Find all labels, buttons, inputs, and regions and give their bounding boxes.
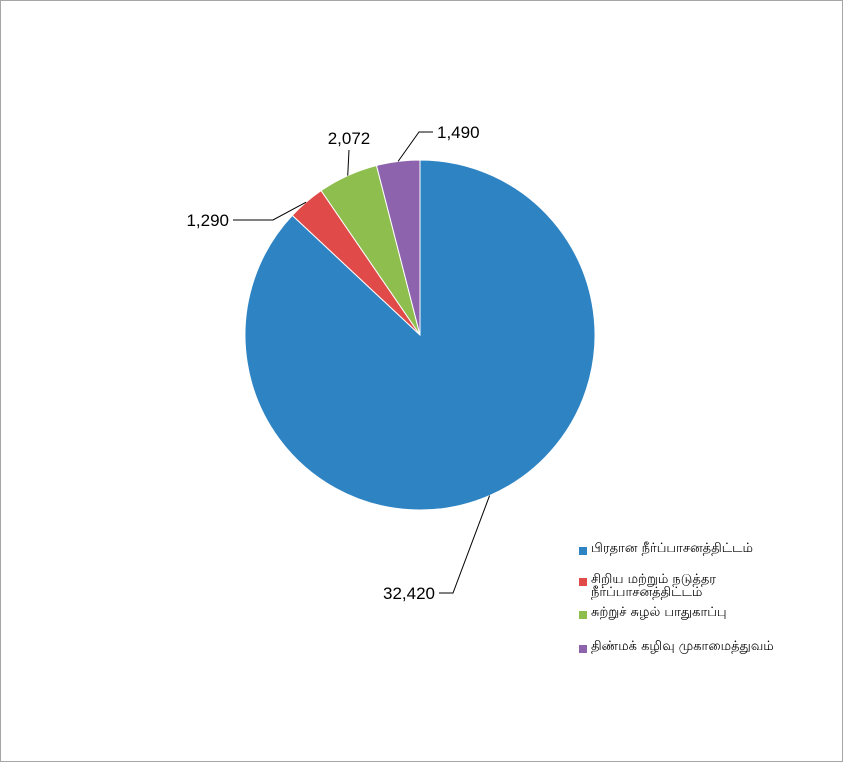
data-label-minor-medium-irrigation: 1,290 (186, 211, 229, 230)
data-label-environment-protection: 2,072 (328, 129, 371, 148)
legend-item-major-irrigation: பிரதான நீர்ப்பாசனத்திட்டம் (579, 542, 831, 555)
legend-item-solid-waste: திண்மக் கழிவு முகாமைத்துவம் (579, 640, 831, 653)
leader-line-environment-protection (347, 149, 350, 176)
data-label-solid-waste: 1,490 (437, 123, 480, 142)
legend-swatch-minor-medium-irrigation (579, 578, 587, 586)
data-label-major-irrigation: 32,420 (383, 584, 435, 603)
legend-swatch-solid-waste (579, 645, 587, 653)
legend-swatch-major-irrigation (579, 547, 587, 555)
legend-label-minor-medium-irrigation: சிறிய மற்றும் நடுத்தர நீர்ப்பாசனத்திட்டம… (591, 572, 717, 600)
legend-swatch-environment-protection (579, 611, 587, 619)
leader-line-major-irrigation (439, 495, 491, 594)
leader-line-minor-medium-irrigation (233, 201, 307, 221)
legend-item-minor-medium-irrigation: சிறிய மற்றும் நடுத்தர நீர்ப்பாசனத்திட்டம… (579, 573, 831, 599)
legend-label-major-irrigation: பிரதான நீர்ப்பாசனத்திட்டம் (591, 541, 753, 556)
legend-label-environment-protection: சுற்றுச் சுழல் பாதுகாப்பு (591, 605, 727, 620)
legend-label-solid-waste: திண்மக் கழிவு முகாமைத்துவம் (591, 639, 774, 654)
leader-line-solid-waste (397, 131, 433, 162)
legend-item-environment-protection: சுற்றுச் சுழல் பாதுகாப்பு (579, 606, 831, 619)
